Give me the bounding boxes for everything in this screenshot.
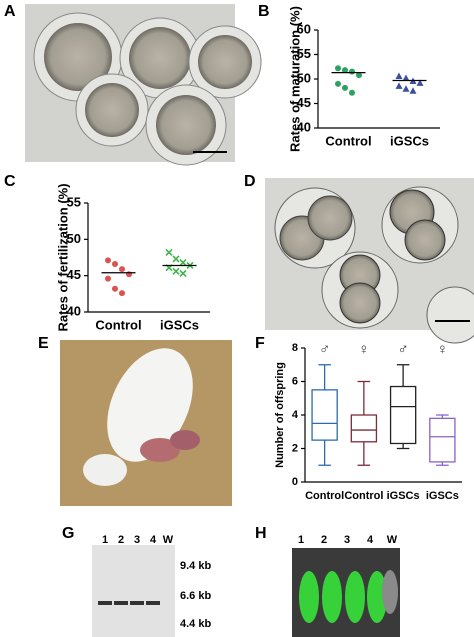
panel-letter: C: [4, 173, 16, 190]
panel-letter: H: [255, 525, 267, 542]
x-tick-label: Control: [305, 490, 344, 502]
lane-label: 4: [150, 534, 157, 546]
box: [350, 414, 378, 443]
size-label: 9.4 kb: [180, 560, 211, 572]
point: [179, 259, 187, 267]
point: [105, 257, 111, 264]
point: [349, 68, 355, 75]
size-label: 4.4 kb: [180, 618, 211, 630]
panel-letter: E: [38, 335, 49, 352]
sex-symbol: ♀: [358, 341, 369, 358]
oocyte-image-a: [25, 4, 262, 166]
panel-letter: A: [4, 3, 16, 20]
y-tick-label: 40: [67, 303, 81, 318]
y-tick-label: 60: [297, 21, 311, 36]
point: [342, 67, 348, 74]
x-tick-label: iGSCs: [160, 317, 199, 332]
y-tick-label: 50: [297, 70, 311, 85]
sex-symbol: ♀: [437, 341, 448, 358]
lane-label: 1: [298, 534, 304, 546]
lane-label: 4: [367, 534, 374, 546]
y-tick-label: 4: [292, 409, 299, 421]
point: [395, 82, 403, 89]
x-tick-label: Control: [325, 133, 371, 148]
lane-label: 2: [118, 534, 124, 546]
point: [335, 80, 341, 87]
size-label: 6.6 kb: [180, 590, 211, 602]
panel-letter: B: [258, 3, 270, 20]
y-axis-label: Rates of maturation (%): [287, 6, 302, 152]
point: [165, 248, 173, 256]
point: [416, 79, 424, 86]
point: [179, 269, 187, 278]
point: [409, 87, 417, 94]
point: [395, 72, 403, 80]
x-tick-label: iGSCs: [387, 490, 420, 502]
panel-letter: D: [244, 173, 256, 190]
y-tick-label: 0: [292, 476, 298, 488]
point: [119, 266, 125, 273]
point: [105, 275, 111, 282]
y-tick-label: 2: [292, 442, 298, 454]
box: [389, 385, 417, 445]
lane-label: 3: [344, 534, 350, 546]
y-tick-label: 45: [67, 267, 81, 282]
x-tick-label: iGSCs: [426, 490, 459, 502]
point: [335, 65, 341, 72]
lane-label: 1: [102, 534, 108, 546]
x-tick-label: Control: [95, 317, 141, 332]
y-axis-label: Rates of fertilization (%): [55, 183, 70, 331]
sex-symbol: ♂: [398, 341, 409, 358]
y-tick-label: 50: [67, 231, 81, 246]
point: [402, 74, 410, 82]
gel-image-g: [92, 545, 175, 637]
sex-symbol: ♂: [319, 341, 330, 358]
y-tick-label: 55: [297, 46, 311, 61]
y-tick-label: 45: [297, 95, 311, 110]
point: [112, 261, 118, 268]
point: [126, 271, 132, 278]
y-tick-label: 55: [67, 194, 81, 209]
lane-label: 2: [321, 534, 327, 546]
box: [429, 417, 456, 463]
panel-letter: F: [255, 335, 265, 352]
point: [112, 285, 118, 292]
y-tick-label: 8: [292, 342, 298, 354]
fluorescence-image-h: [292, 548, 400, 637]
lane-label: W: [387, 534, 398, 546]
panel-letter: G: [62, 525, 74, 542]
y-axis-label: Number of offspring: [274, 362, 286, 468]
point: [172, 267, 180, 275]
x-tick-label: iGSCs: [390, 133, 429, 148]
point: [356, 72, 362, 79]
box: [311, 389, 338, 441]
y-tick-label: 6: [292, 375, 298, 387]
embryo-image-d: [265, 178, 474, 344]
y-tick-label: 40: [297, 119, 311, 134]
x-tick-label: Control: [344, 490, 383, 502]
point: [342, 84, 348, 91]
lane-label: W: [163, 534, 174, 546]
point: [119, 290, 125, 297]
mouse-photo-e: [60, 340, 232, 506]
point: [349, 89, 355, 96]
point: [402, 85, 410, 92]
point: [172, 255, 180, 263]
lane-label: 3: [134, 534, 140, 546]
